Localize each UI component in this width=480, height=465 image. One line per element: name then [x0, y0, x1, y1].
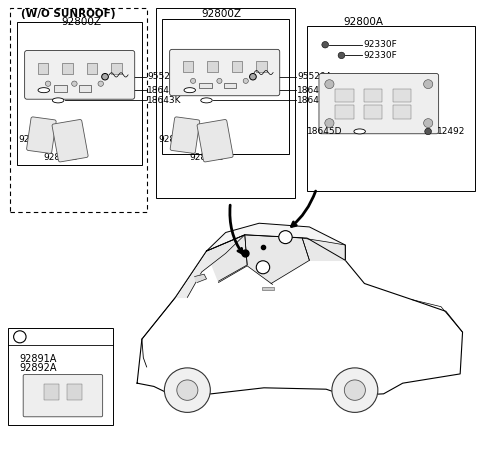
Bar — [87, 63, 97, 74]
Ellipse shape — [201, 98, 212, 103]
FancyBboxPatch shape — [170, 117, 200, 153]
FancyBboxPatch shape — [319, 73, 439, 134]
Circle shape — [325, 80, 334, 89]
Bar — [67, 384, 82, 399]
Circle shape — [217, 79, 222, 83]
Text: 92823D: 92823D — [158, 135, 194, 144]
Text: 18645D: 18645D — [307, 127, 343, 136]
Polygon shape — [175, 235, 245, 298]
FancyBboxPatch shape — [52, 120, 88, 162]
Text: 18643K: 18643K — [147, 86, 181, 95]
Polygon shape — [302, 238, 345, 260]
Bar — [335, 89, 354, 102]
Polygon shape — [206, 235, 247, 281]
Text: 18643K: 18643K — [298, 86, 332, 95]
Polygon shape — [206, 223, 345, 260]
Text: 92891A: 92891A — [19, 353, 56, 364]
Text: 92823D: 92823D — [18, 135, 54, 144]
Text: 12492: 12492 — [437, 127, 465, 136]
Bar — [199, 83, 212, 88]
Circle shape — [338, 52, 345, 59]
Circle shape — [256, 261, 270, 274]
Bar — [364, 89, 382, 102]
Text: 92800Z: 92800Z — [202, 9, 242, 19]
Text: (W/O SUNROOF): (W/O SUNROOF) — [21, 9, 115, 19]
Bar — [364, 105, 382, 119]
FancyBboxPatch shape — [197, 120, 233, 162]
Circle shape — [72, 81, 77, 86]
Circle shape — [344, 380, 365, 400]
Circle shape — [13, 331, 26, 343]
Bar — [162, 19, 289, 154]
Text: 92800A: 92800A — [343, 17, 383, 27]
FancyBboxPatch shape — [23, 375, 103, 417]
Circle shape — [250, 73, 256, 80]
Bar — [393, 89, 411, 102]
Circle shape — [425, 128, 432, 135]
Ellipse shape — [52, 98, 64, 103]
Circle shape — [423, 80, 433, 89]
Text: a: a — [283, 232, 288, 242]
Bar — [262, 287, 274, 291]
Bar — [54, 86, 67, 92]
FancyBboxPatch shape — [26, 117, 56, 153]
Circle shape — [98, 81, 104, 86]
Bar — [79, 86, 91, 92]
Circle shape — [102, 73, 108, 80]
Polygon shape — [194, 274, 206, 283]
Text: 18643K: 18643K — [298, 96, 332, 105]
Bar — [10, 7, 147, 212]
Bar — [182, 61, 193, 72]
Ellipse shape — [184, 88, 195, 93]
Circle shape — [177, 380, 198, 400]
Circle shape — [164, 368, 210, 412]
Text: 92330F: 92330F — [363, 40, 397, 49]
Polygon shape — [137, 235, 463, 396]
Circle shape — [191, 79, 196, 83]
Circle shape — [45, 81, 51, 86]
Bar — [17, 21, 142, 165]
Bar — [8, 327, 113, 425]
Circle shape — [243, 79, 248, 83]
Bar — [393, 105, 411, 119]
Bar — [224, 83, 236, 88]
Circle shape — [423, 119, 433, 127]
Bar — [37, 63, 48, 74]
Circle shape — [332, 368, 378, 412]
Circle shape — [322, 41, 328, 48]
Text: 92822E: 92822E — [44, 153, 78, 162]
Text: 92800Z: 92800Z — [61, 17, 101, 27]
Text: 95520A: 95520A — [147, 72, 182, 81]
Text: 18643K: 18643K — [147, 96, 181, 105]
FancyBboxPatch shape — [169, 49, 280, 96]
Bar — [62, 63, 72, 74]
Bar — [232, 61, 242, 72]
Text: 92892A: 92892A — [19, 363, 56, 373]
FancyBboxPatch shape — [24, 51, 135, 99]
Polygon shape — [245, 235, 310, 284]
Bar — [256, 61, 267, 72]
Text: 92330F: 92330F — [363, 51, 397, 60]
Bar — [307, 26, 475, 191]
Bar — [156, 7, 295, 198]
Bar — [44, 384, 59, 399]
Text: 95520A: 95520A — [298, 72, 332, 81]
Bar — [207, 61, 217, 72]
Ellipse shape — [38, 88, 49, 93]
Circle shape — [325, 119, 334, 127]
Bar — [335, 105, 354, 119]
Text: a: a — [260, 263, 266, 272]
Text: a: a — [17, 332, 23, 341]
Bar — [111, 63, 122, 74]
Ellipse shape — [354, 129, 365, 134]
Circle shape — [279, 231, 292, 244]
Text: 92822E: 92822E — [190, 153, 224, 162]
